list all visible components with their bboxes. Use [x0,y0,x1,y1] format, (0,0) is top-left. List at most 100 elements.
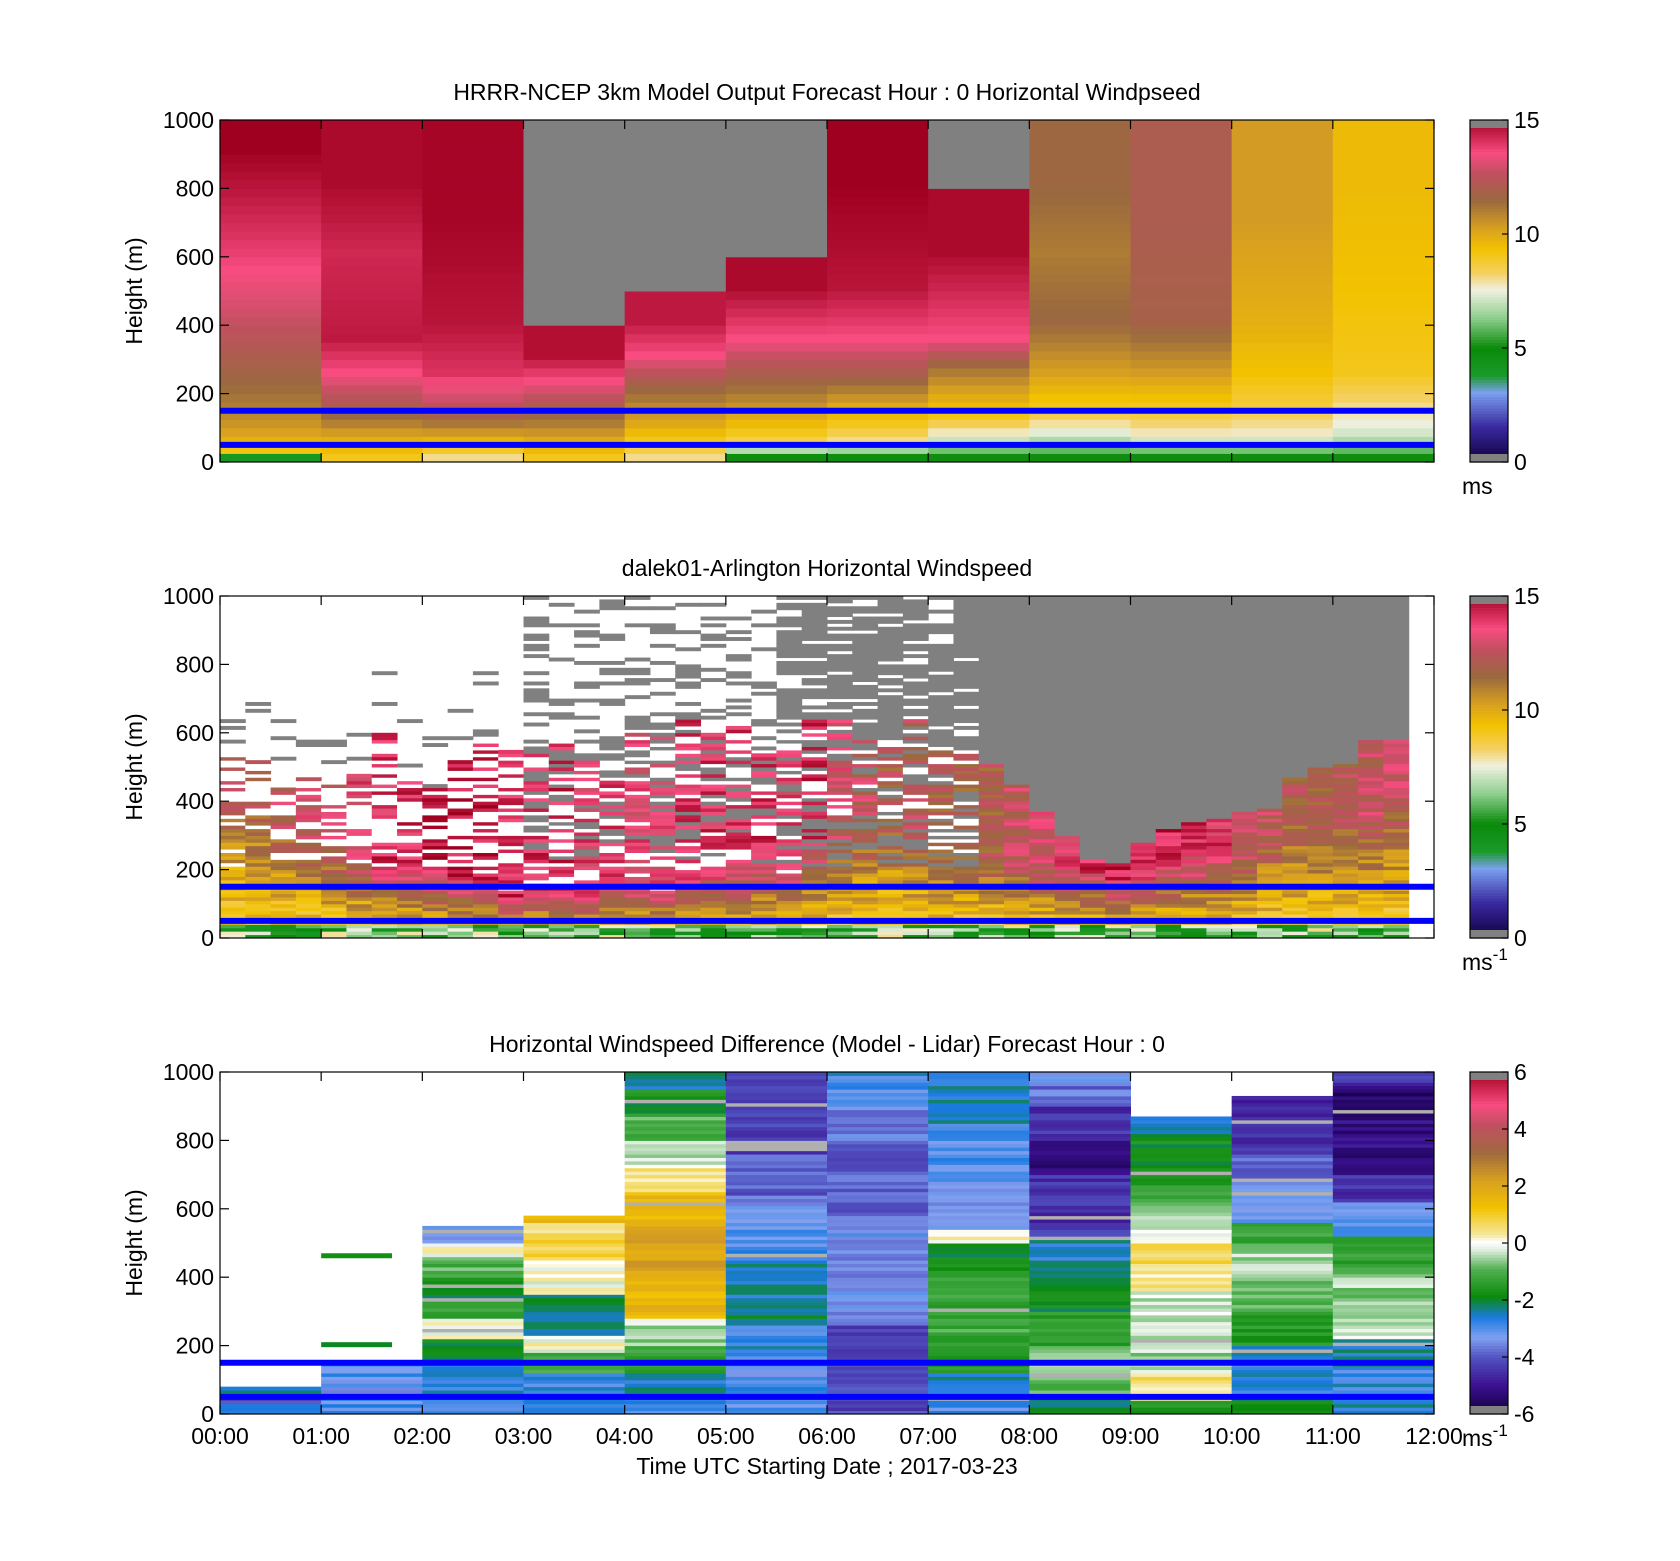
heatmap-cell [447,760,474,765]
heatmap-cell [675,907,702,912]
heatmap-cell [1383,654,1410,659]
heatmap-cell [827,376,929,386]
heatmap-cell [1231,790,1258,795]
heatmap-cell [776,753,803,758]
heatmap-cell [751,691,777,696]
heatmap-cell [1130,231,1233,241]
heatmap-cell [346,876,373,881]
heatmap-cell [953,691,980,696]
heatmap-cell [624,154,727,164]
heatmap-cell [1231,838,1258,843]
heatmap-cell [877,821,904,826]
heatmap-cell [624,657,651,662]
heatmap-cell [928,719,954,724]
heatmap-cell [827,1181,929,1186]
heatmap-cell [1029,790,1056,795]
heatmap-cell [700,602,727,607]
heatmap-cell [827,1301,929,1306]
heatmap-cell [827,596,853,600]
heatmap-cell [1155,630,1182,635]
heatmap-cell [1383,722,1410,727]
heatmap-cell [1029,1140,1131,1145]
heatmap-cell [574,808,600,812]
heatmap-cell [523,804,550,809]
heatmap-cell [220,308,322,318]
heatmap-cell [827,831,853,836]
heatmap-cell [1231,896,1258,901]
heatmap-cell [1358,910,1384,915]
heatmap-cell [725,308,828,318]
heatmap-cell [498,896,524,901]
heatmap-cell [801,749,828,754]
heatmap-cell [1206,633,1233,638]
heatmap-cell [220,890,246,895]
heatmap-cell [675,760,702,765]
heatmap-cell [1029,1403,1131,1408]
heatmap-cell [1105,678,1131,682]
heatmap-cell [827,205,929,215]
heatmap-cell [1029,619,1056,624]
heatmap-cell [1029,1239,1131,1244]
heatmap-cell [371,838,398,843]
heatmap-cell [1029,654,1056,659]
heatmap-cell [1181,855,1207,860]
heatmap-cell [472,797,499,802]
heatmap-cell [953,660,980,665]
heatmap-cell [700,784,727,789]
heatmap-cell [523,924,550,929]
heatmap-cell [1029,1321,1131,1326]
heatmap-cell [877,873,904,877]
heatmap-cell [827,657,853,662]
heatmap-cell [700,739,727,744]
heatmap-cell [725,1297,828,1302]
heatmap-cell [1282,787,1309,792]
heatmap-cell [827,808,853,812]
heatmap-cell [397,852,423,857]
heatmap-cell [548,756,575,761]
heatmap-cell [827,873,853,877]
heatmap-cell [1105,702,1131,706]
heatmap-cell [270,903,297,908]
heatmap-cell [245,924,272,929]
heatmap-cell [1181,931,1207,936]
heatmap-cell [1256,609,1283,614]
heatmap-cell [1181,828,1207,833]
heatmap-cell [1206,855,1233,860]
heatmap-cell [624,773,651,778]
heatmap-cell [928,931,954,936]
heatmap-cell [827,273,929,283]
heatmap-cell [1004,606,1030,611]
heatmap-cell [700,914,727,918]
heatmap-cell [1231,804,1258,809]
heatmap-cell [1079,849,1106,853]
heatmap-cell [295,869,322,874]
heatmap-cell [1256,623,1283,628]
heatmap-cell [624,1349,727,1353]
heatmap-cell [827,1407,929,1412]
heatmap-cell [1181,695,1207,700]
heatmap-cell [295,811,322,816]
heatmap-cell [1155,773,1182,778]
heatmap-cell [877,729,904,734]
heatmap-cell [397,787,423,792]
heatmap-cell [1332,265,1435,275]
heatmap-cell [523,179,626,189]
heatmap-cell [827,1123,929,1128]
heatmap-cell [953,719,980,724]
heatmap-cell [498,767,524,771]
heatmap-cell [245,927,272,932]
heatmap-cell [978,879,1005,884]
heatmap-cell [902,599,929,604]
heatmap-cell [1231,855,1258,860]
heatmap-cell [1181,859,1207,864]
heatmap-cell [624,1174,727,1179]
heatmap-cell [1130,137,1233,147]
heatmap-cell [827,1270,929,1275]
heatmap-cell [1332,818,1359,823]
heatmap-cell [827,804,853,809]
heatmap-cell [1130,630,1157,635]
heatmap-cell [725,1201,828,1206]
heatmap-cell [827,719,853,724]
panel-title: HRRR-NCEP 3km Model Output Forecast Hour… [453,79,1200,105]
heatmap-cell [624,1284,727,1288]
